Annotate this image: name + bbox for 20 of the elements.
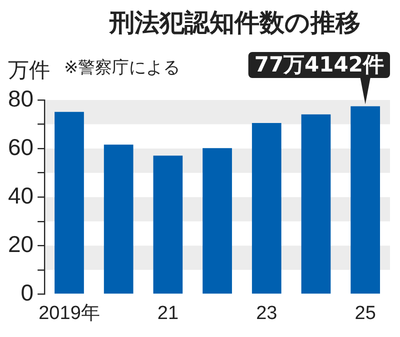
y-axis-title: 万件 xyxy=(8,57,50,84)
chart-title: 刑法犯認知件数の推移 xyxy=(108,7,362,39)
x-tick-label: 25 xyxy=(354,302,376,324)
y-tick-label: 60 xyxy=(8,134,34,160)
bar xyxy=(202,148,232,294)
x-tick-label: 21 xyxy=(157,302,179,324)
y-tick-label: 80 xyxy=(8,85,34,112)
bar xyxy=(153,156,183,294)
x-tick-label: 2019年 xyxy=(38,302,100,324)
x-tick-label: 23 xyxy=(256,302,278,324)
text: ※警察庁による xyxy=(64,57,180,79)
annotation: 77万4142件 xyxy=(254,52,384,76)
bar xyxy=(54,112,84,294)
bar xyxy=(301,114,331,294)
bar xyxy=(252,123,282,294)
y-tick-label: 40 xyxy=(8,182,34,208)
bar xyxy=(104,144,134,294)
bar xyxy=(350,106,380,294)
y-tick-label: 20 xyxy=(8,230,34,257)
y-tick-label: 0 xyxy=(20,280,34,306)
